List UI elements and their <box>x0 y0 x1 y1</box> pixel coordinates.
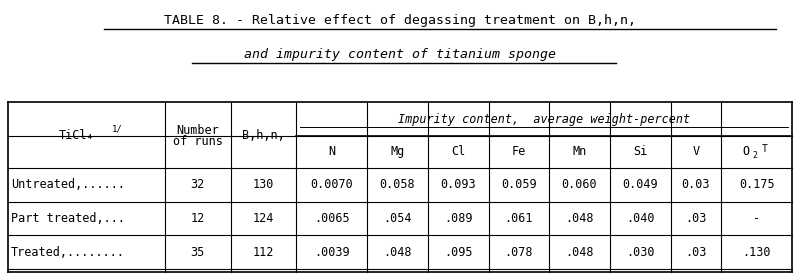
Text: .089: .089 <box>444 212 473 225</box>
Text: Impurity content,  average weight-percent: Impurity content, average weight-percent <box>398 113 690 125</box>
Text: 0.093: 0.093 <box>440 178 476 191</box>
Text: Untreated,......: Untreated,...... <box>11 178 125 191</box>
Text: .0039: .0039 <box>314 246 350 258</box>
Text: 0.0070: 0.0070 <box>310 178 353 191</box>
Text: .048: .048 <box>566 212 594 225</box>
Text: .03: .03 <box>686 246 706 258</box>
Text: Mg: Mg <box>390 145 405 158</box>
Text: Mn: Mn <box>573 145 586 158</box>
Text: 0.058: 0.058 <box>380 178 415 191</box>
Text: Si: Si <box>633 145 647 158</box>
Text: O: O <box>742 145 750 158</box>
Text: B,h,n,: B,h,n, <box>242 129 285 142</box>
Text: .095: .095 <box>444 246 473 258</box>
Text: V: V <box>692 145 699 158</box>
Text: TiCl₄: TiCl₄ <box>59 129 94 142</box>
Text: .048: .048 <box>383 246 412 258</box>
Text: 35: 35 <box>190 246 205 258</box>
Text: T: T <box>762 144 767 153</box>
Text: 0.049: 0.049 <box>622 178 658 191</box>
Text: Part treated,...: Part treated,... <box>11 212 125 225</box>
Text: 112: 112 <box>253 246 274 258</box>
Text: .061: .061 <box>505 212 533 225</box>
Text: 0.03: 0.03 <box>682 178 710 191</box>
Text: 1/: 1/ <box>111 124 122 134</box>
Text: 0.175: 0.175 <box>738 178 774 191</box>
Text: 32: 32 <box>190 178 205 191</box>
Text: TABLE 8. - Relative effect of degassing treatment on B,h,n,: TABLE 8. - Relative effect of degassing … <box>164 14 636 27</box>
Text: .0065: .0065 <box>314 212 350 225</box>
Text: .030: .030 <box>626 246 654 258</box>
Text: .040: .040 <box>626 212 654 225</box>
Text: and impurity content of titanium sponge: and impurity content of titanium sponge <box>244 48 556 60</box>
Text: .03: .03 <box>686 212 706 225</box>
Text: of runs: of runs <box>173 135 222 148</box>
Text: N: N <box>328 145 335 158</box>
Text: 12: 12 <box>190 212 205 225</box>
Text: 0.060: 0.060 <box>562 178 598 191</box>
Text: Number: Number <box>176 123 219 137</box>
Text: 0.059: 0.059 <box>501 178 537 191</box>
Text: 124: 124 <box>253 212 274 225</box>
Text: Fe: Fe <box>512 145 526 158</box>
Text: .130: .130 <box>742 246 771 258</box>
Text: Cl: Cl <box>451 145 466 158</box>
Text: 130: 130 <box>253 178 274 191</box>
Text: Treated,........: Treated,........ <box>11 246 125 258</box>
Text: .078: .078 <box>505 246 533 258</box>
Text: -: - <box>753 212 760 225</box>
Text: .054: .054 <box>383 212 412 225</box>
Text: 2: 2 <box>753 151 758 160</box>
Text: .048: .048 <box>566 246 594 258</box>
